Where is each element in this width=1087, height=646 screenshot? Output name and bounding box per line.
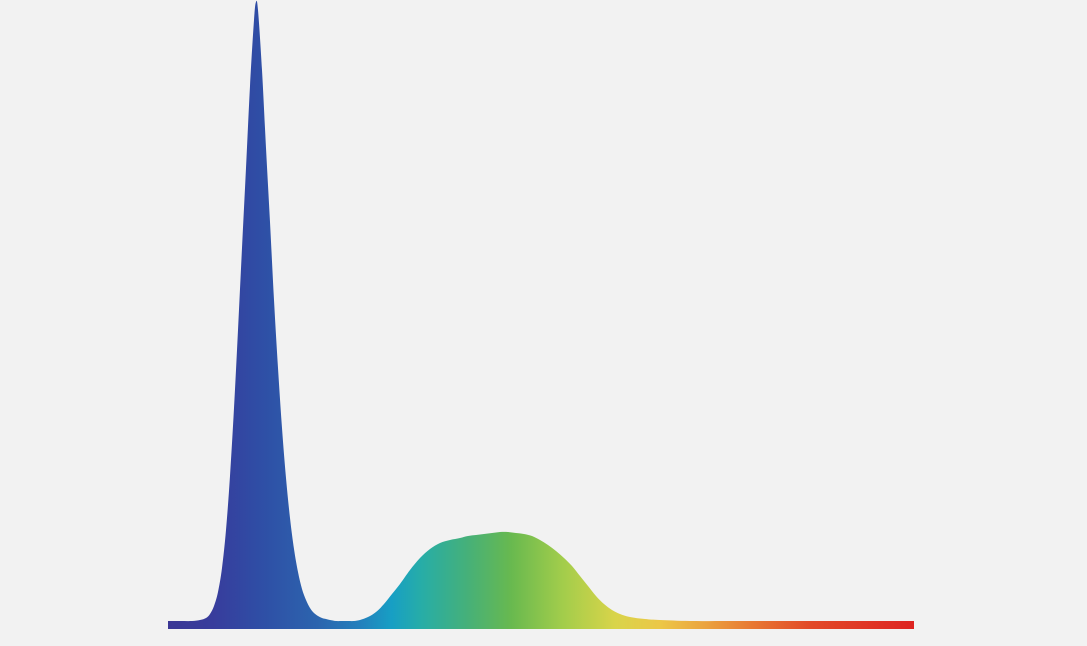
density-area-path bbox=[168, 0, 914, 629]
